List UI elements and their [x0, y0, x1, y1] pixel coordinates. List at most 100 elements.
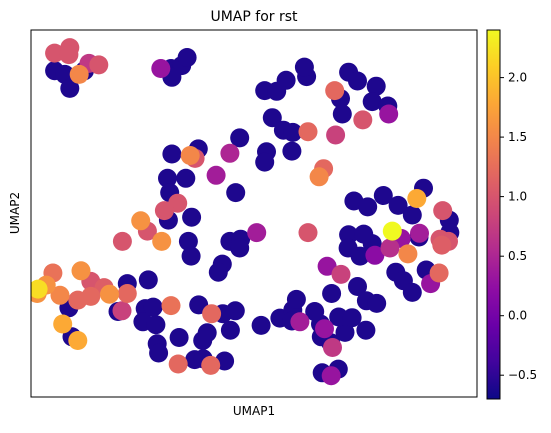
scatter-point	[201, 355, 221, 375]
colorbar-tick-label: 1.0	[508, 190, 527, 204]
scatter-point	[161, 296, 181, 316]
scatter-point	[325, 81, 345, 101]
scatter-point	[382, 221, 402, 241]
scatter-point	[329, 307, 349, 327]
y-axis-label: UMAP2	[8, 192, 22, 234]
scatter-point	[178, 231, 198, 251]
scatter-point	[53, 314, 73, 334]
scatter-point	[220, 143, 240, 163]
scatter-point	[335, 322, 355, 342]
colorbar	[486, 29, 501, 400]
scatter-point	[100, 284, 119, 304]
scatter-point	[45, 43, 65, 63]
scatter-point	[168, 354, 188, 374]
scatter-point	[388, 195, 408, 215]
scatter-point	[379, 104, 399, 124]
scatter-point	[348, 277, 367, 296]
scatter-point	[225, 301, 245, 321]
chart-title: UMAP for rst	[210, 9, 298, 25]
scatter-point	[230, 238, 250, 258]
scatter-point	[402, 205, 422, 225]
scatter-point	[255, 152, 275, 172]
scatter-point	[286, 289, 306, 309]
scatter-point	[59, 45, 79, 65]
colorbar-ticks: −0.5 0.0 0.5 1.0 1.5 2.0	[500, 71, 537, 382]
scatter-point	[60, 78, 80, 98]
scatter-point	[433, 201, 453, 221]
scatter-point	[117, 284, 137, 303]
scatter-point	[342, 308, 362, 328]
scatter-point	[226, 183, 246, 203]
colorbar-tick-label: 0.0	[508, 309, 527, 323]
scatter-point	[81, 286, 101, 306]
scatter-point	[315, 319, 334, 339]
scatter-point	[356, 320, 376, 340]
scatter-point	[338, 238, 358, 258]
scatter-point	[380, 238, 400, 258]
scatter-point	[151, 59, 171, 78]
colorbar-tick-label: 1.5	[508, 130, 527, 144]
colorbar-tick-label: 0.5	[508, 249, 527, 263]
scatter-point	[68, 331, 88, 350]
scatter-point	[71, 261, 91, 281]
scatter-point	[298, 122, 318, 142]
scatter-point	[298, 223, 318, 243]
scatter-point	[162, 144, 182, 164]
scatter-point	[69, 64, 89, 84]
scatter-point	[169, 328, 189, 347]
scatter-point	[158, 168, 177, 188]
scatter-point	[410, 223, 429, 243]
scatter-point	[323, 338, 342, 357]
scatter-point	[180, 146, 200, 165]
scatter-point	[143, 297, 163, 317]
scatter-point	[331, 264, 351, 284]
scatter-point	[290, 312, 310, 332]
scatter-point	[181, 246, 201, 266]
points-layer	[31, 38, 460, 386]
scatter-point	[429, 263, 449, 283]
scatter-point	[367, 293, 387, 313]
scatter-point	[326, 125, 346, 145]
scatter-point	[112, 301, 132, 321]
scatter-point	[176, 168, 196, 188]
scatter-point	[146, 315, 166, 335]
scatter-point	[177, 48, 197, 67]
scatter-point	[251, 315, 271, 335]
scatter-point	[208, 262, 228, 282]
scatter-point	[348, 71, 367, 91]
scatter-point	[230, 128, 250, 148]
scatter-point	[282, 141, 302, 161]
scatter-point	[321, 366, 341, 386]
scatter-point	[197, 323, 217, 343]
scatter-point	[276, 70, 296, 90]
scatter-point	[154, 201, 174, 221]
scatter-point	[366, 76, 386, 96]
colorbar-tick-label: −0.5	[508, 368, 537, 382]
scatter-point	[206, 165, 226, 185]
scatter-point	[309, 167, 329, 187]
scatter-point	[332, 104, 352, 124]
scatter-point	[50, 285, 70, 305]
scatter-point	[247, 223, 267, 243]
scatter-point	[202, 304, 222, 324]
scatter-point	[89, 55, 109, 75]
scatter-point	[305, 302, 325, 321]
scatter-point	[322, 284, 342, 303]
scatter-point	[152, 231, 172, 251]
scatter-point	[365, 245, 385, 265]
scatter-point	[317, 256, 337, 276]
axes-frame	[30, 29, 478, 398]
scatter-point	[182, 207, 202, 227]
scatter-point	[283, 122, 303, 142]
scatter-point	[112, 231, 132, 251]
scatter-point	[398, 244, 418, 264]
scatter-point	[149, 343, 169, 363]
scatter-point	[407, 189, 427, 208]
scatter-point	[373, 186, 393, 205]
scatter-point	[432, 235, 452, 255]
scatter-point	[354, 224, 374, 244]
scatter-point	[262, 108, 282, 128]
scatter-point	[138, 270, 158, 290]
